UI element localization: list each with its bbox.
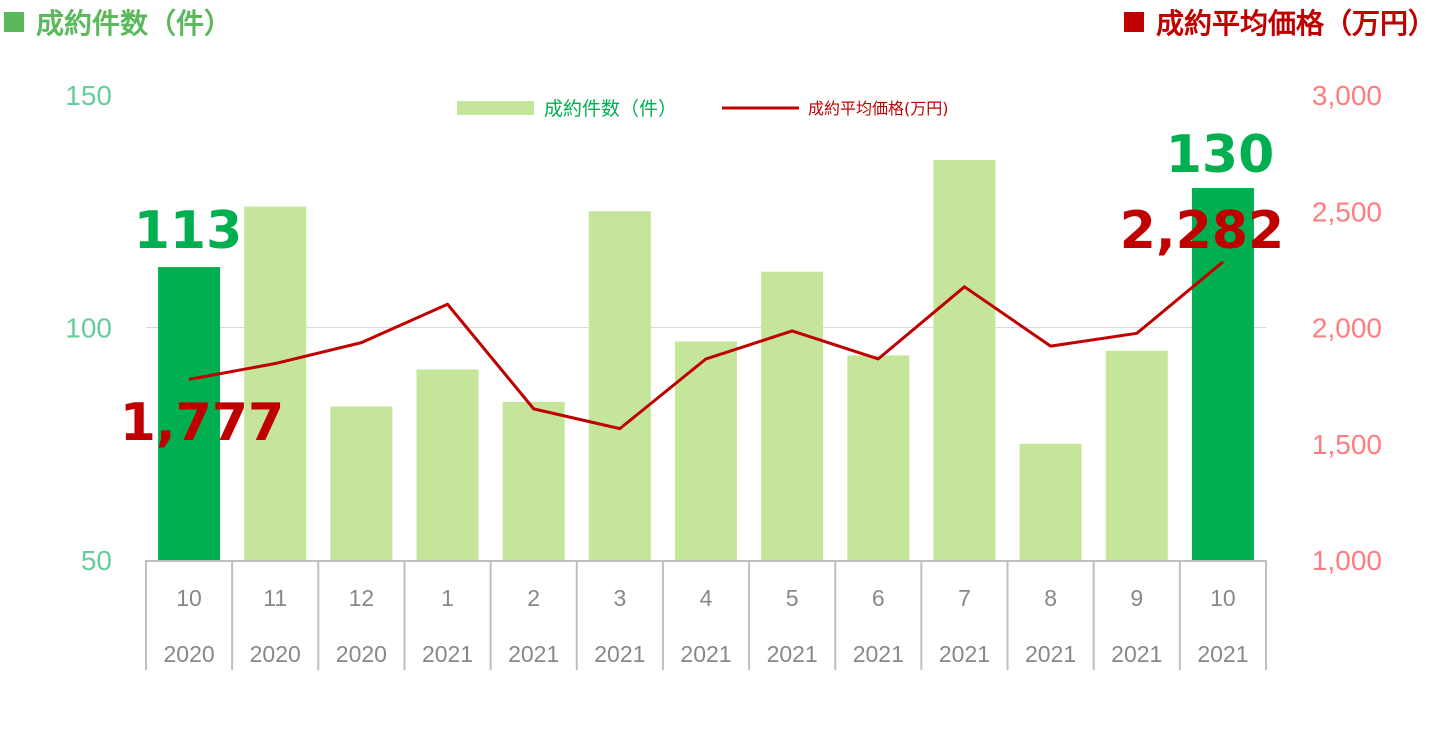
- line-point-5: [619, 428, 621, 430]
- category-year-label: 2021: [594, 641, 645, 667]
- legend: 成約件数（件） 成約平均価格(万円): [457, 98, 949, 120]
- right-tick-label: 3,000: [1312, 80, 1382, 111]
- category-year-label: 2021: [1197, 641, 1248, 667]
- category-month-label: 8: [1044, 585, 1057, 611]
- bar-12: [1191, 188, 1254, 560]
- category-year-label: 2021: [508, 641, 559, 667]
- bar-6: [675, 341, 737, 560]
- category-month-label: 5: [786, 585, 799, 611]
- category-year-label: 2021: [853, 641, 904, 667]
- line-point-11: [1136, 332, 1138, 334]
- line-point-4: [533, 408, 535, 410]
- category-month-label: 10: [1210, 585, 1236, 611]
- category-year-label: 2021: [422, 641, 473, 667]
- category-month-label: 7: [958, 585, 971, 611]
- right-tick-label: 2,000: [1312, 313, 1382, 344]
- category-month-label: 2: [527, 585, 540, 611]
- category-year-label: 2021: [680, 641, 731, 667]
- bar-2: [330, 406, 393, 560]
- category-axis: 10 2020 11 2020 12 2020 1 2021 2 2021 3 2021 4 2021 5 2…: [145, 560, 1267, 670]
- bar-11: [1105, 350, 1168, 560]
- line-layer: [188, 260, 1224, 431]
- left-title-square-icon: [4, 12, 24, 32]
- bar-1: [244, 206, 307, 560]
- right-axis-title-text: 成約平均価格（万円）: [1155, 7, 1436, 40]
- bar-9: [933, 160, 996, 560]
- right-tick-label: 2,500: [1312, 196, 1382, 227]
- left-tick-label: 50: [81, 545, 112, 576]
- category-year-label: 2021: [767, 641, 818, 667]
- category-month-label: 12: [349, 585, 375, 611]
- line-point-2: [360, 342, 362, 344]
- category-year-label: 2021: [1111, 641, 1162, 667]
- line-point-12: [1222, 261, 1224, 263]
- category-year-label: 2021: [1025, 641, 1076, 667]
- bar-4: [502, 401, 565, 560]
- bar-8: [847, 355, 910, 560]
- left-tick-label: 150: [65, 80, 112, 111]
- right-axis-title: 成約平均価格（万円）: [1123, 2, 1436, 42]
- category-month-label: 9: [1130, 585, 1143, 611]
- line-point-9: [963, 286, 965, 288]
- right-tick-label: 1,500: [1312, 429, 1382, 460]
- annotation-3: 2,282: [1120, 201, 1284, 261]
- bar-0: [158, 267, 221, 560]
- bar-3: [416, 369, 479, 560]
- annotation-1: 130: [1166, 125, 1275, 185]
- bar-5: [588, 211, 651, 560]
- category-month-label: 1: [441, 585, 454, 611]
- category-year-label: 2021: [939, 641, 990, 667]
- line-point-1: [274, 363, 276, 365]
- tick-labels: 50 100 150 1,000 1,500 2,000 2,500 3,000: [65, 80, 1382, 576]
- legend-bar-swatch: [457, 101, 534, 115]
- category-month-label: 10: [176, 585, 202, 611]
- category-year-label: 2020: [336, 641, 387, 667]
- category-year-label: 2020: [163, 641, 214, 667]
- left-tick-label: 100: [65, 313, 112, 344]
- category-year-label: 2020: [250, 641, 301, 667]
- line-point-8: [877, 358, 879, 360]
- legend-line-label: 成約平均価格(万円): [808, 99, 949, 118]
- category-month-label: 4: [700, 585, 713, 611]
- category-month-label: 11: [263, 585, 287, 611]
- bar-10: [1019, 443, 1082, 560]
- category-month-label: 3: [613, 585, 626, 611]
- right-tick-label: 1,000: [1312, 545, 1382, 576]
- annotations: 113 130 1,777 2,282: [120, 125, 1284, 453]
- line-point-0: [188, 378, 190, 380]
- bar-7: [761, 271, 824, 560]
- bars-layer: [158, 160, 1254, 560]
- line-point-3: [447, 303, 449, 305]
- category-month-label: 6: [872, 585, 885, 611]
- left-axis-title: 成約件数（件）: [4, 2, 232, 42]
- line-point-6: [705, 358, 707, 360]
- right-title-square-icon: [1123, 12, 1144, 32]
- annotation-2: 1,777: [120, 393, 284, 453]
- legend-bar-label: 成約件数（件）: [544, 98, 677, 120]
- annotation-0: 113: [134, 201, 243, 261]
- left-axis-title-text: 成約件数（件）: [36, 7, 233, 40]
- line-point-7: [791, 330, 793, 332]
- line-point-10: [1050, 345, 1052, 347]
